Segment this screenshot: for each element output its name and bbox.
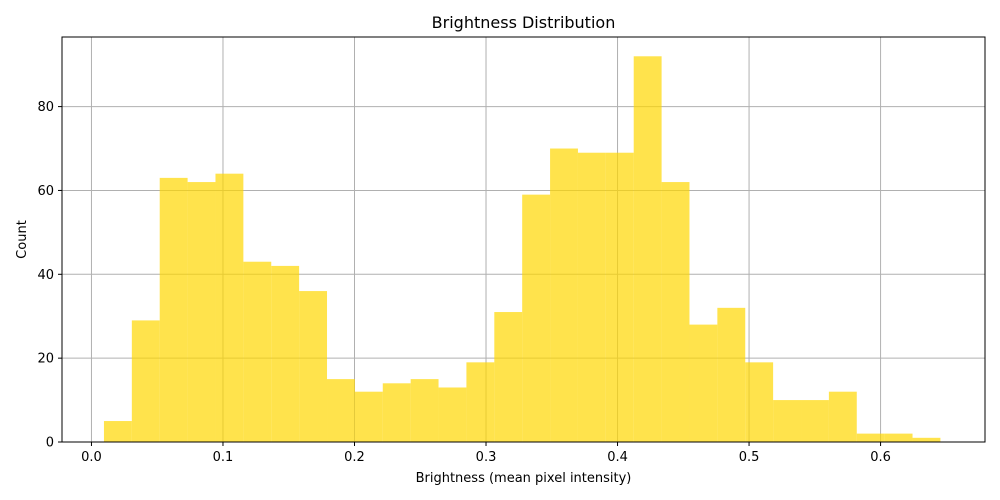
histogram-bar: [299, 291, 328, 442]
histogram-bar: [466, 362, 495, 442]
histogram-bar: [243, 261, 272, 442]
histogram-bar: [689, 324, 718, 442]
y-tick-label: 60: [37, 184, 54, 199]
y-axis-ticks: 0 20 40 60 80: [37, 100, 62, 451]
histogram-bar: [773, 400, 802, 442]
y-axis-label: Count: [15, 220, 30, 259]
histogram-bar: [382, 383, 411, 442]
y-tick-label: 80: [37, 100, 54, 115]
x-tick-label: 0.0: [81, 450, 102, 465]
x-tick-label: 0.3: [476, 450, 497, 465]
x-tick-label: 0.6: [870, 450, 891, 465]
y-tick-label: 20: [37, 352, 54, 367]
x-axis-label: Brightness (mean pixel intensity): [416, 471, 632, 486]
histogram-bar: [745, 362, 774, 442]
x-tick-label: 0.1: [213, 450, 234, 465]
histogram-bar: [884, 433, 913, 442]
histogram-bar: [828, 391, 857, 442]
histogram-bars: [103, 56, 941, 443]
histogram-bar: [605, 152, 634, 442]
histogram-bar: [410, 379, 439, 442]
histogram-bar: [633, 56, 662, 443]
histogram-bar: [912, 437, 941, 442]
histogram-bar: [801, 400, 829, 442]
histogram-bar: [856, 433, 885, 442]
histogram-bar: [159, 177, 188, 442]
y-tick-label: 0: [46, 436, 54, 451]
histogram-bar: [577, 152, 606, 442]
histogram-bar: [187, 182, 216, 442]
plot-frame: [61, 36, 986, 443]
histogram-bar: [131, 320, 160, 442]
histogram-bar: [661, 182, 690, 442]
histogram-bar: [215, 173, 244, 443]
x-tick-label: 0.5: [739, 450, 760, 465]
histogram-bar: [103, 421, 132, 442]
histogram-bar: [494, 312, 523, 442]
histogram-bar: [550, 148, 578, 443]
x-axis-ticks: 0.0 0.1 0.2 0.3 0.4 0.5 0.6: [81, 442, 891, 465]
histogram-bar: [271, 265, 300, 442]
histogram-bar: [354, 391, 383, 442]
x-tick-label: 0.4: [607, 450, 628, 465]
histogram-bar: [327, 379, 355, 442]
x-tick-label: 0.2: [344, 450, 365, 465]
y-tick-label: 40: [37, 268, 54, 283]
histogram-bar: [717, 307, 746, 442]
histogram-bar: [522, 194, 551, 442]
histogram-bar: [438, 387, 467, 442]
chart-title: Brightness Distribution: [432, 13, 616, 32]
